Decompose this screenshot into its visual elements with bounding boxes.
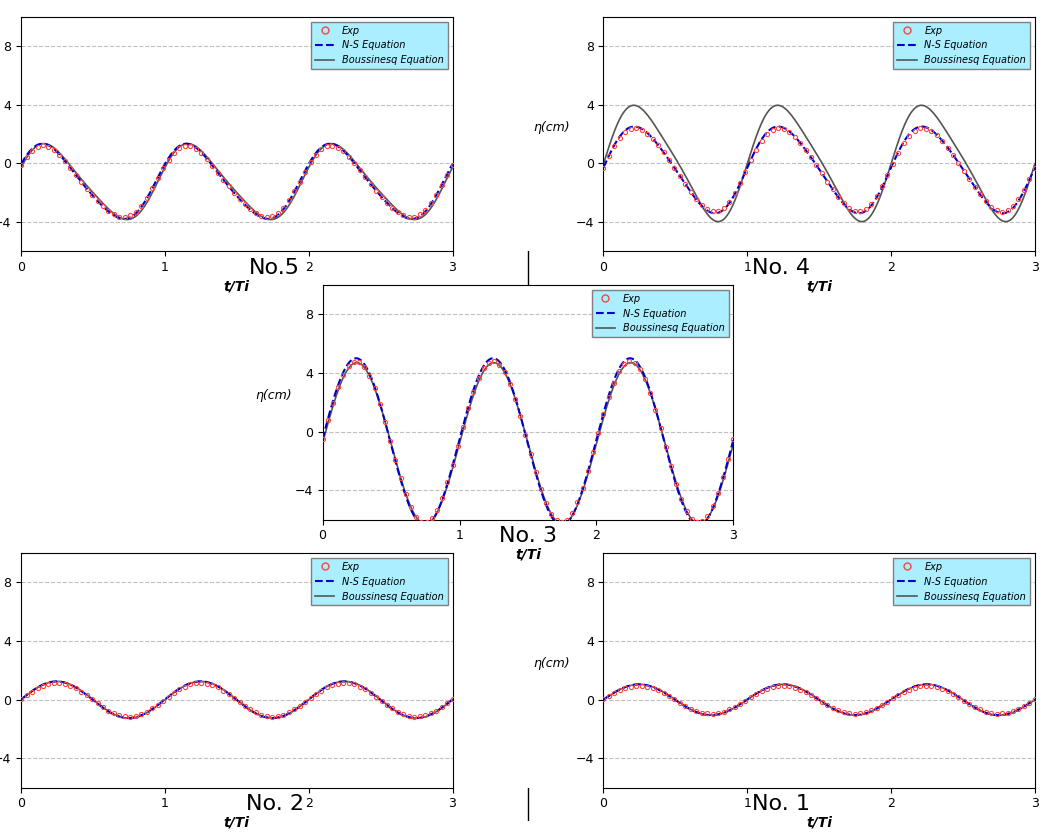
Legend: Exp, N-S Equation, Boussinesq Equation: Exp, N-S Equation, Boussinesq Equation (591, 290, 729, 337)
Text: No.5: No.5 (249, 258, 300, 278)
Text: No. 1: No. 1 (753, 794, 810, 815)
Legend: Exp, N-S Equation, Boussinesq Equation: Exp, N-S Equation, Boussinesq Equation (893, 22, 1030, 69)
X-axis label: t/Ti: t/Ti (515, 548, 541, 561)
Text: No. 2: No. 2 (246, 794, 303, 815)
Y-axis label: η(cm): η(cm) (533, 657, 570, 670)
Legend: Exp, N-S Equation, Boussinesq Equation: Exp, N-S Equation, Boussinesq Equation (310, 558, 448, 605)
X-axis label: t/Ti: t/Ti (806, 816, 832, 830)
Y-axis label: η(cm): η(cm) (533, 121, 570, 134)
Y-axis label: η(cm): η(cm) (254, 389, 291, 402)
Text: No. 4: No. 4 (753, 258, 810, 278)
Legend: Exp, N-S Equation, Boussinesq Equation: Exp, N-S Equation, Boussinesq Equation (310, 22, 448, 69)
X-axis label: t/Ti: t/Ti (806, 280, 832, 293)
Text: No. 3: No. 3 (499, 526, 557, 546)
X-axis label: t/Ti: t/Ti (224, 816, 250, 830)
Legend: Exp, N-S Equation, Boussinesq Equation: Exp, N-S Equation, Boussinesq Equation (893, 558, 1030, 605)
X-axis label: t/Ti: t/Ti (224, 280, 250, 293)
